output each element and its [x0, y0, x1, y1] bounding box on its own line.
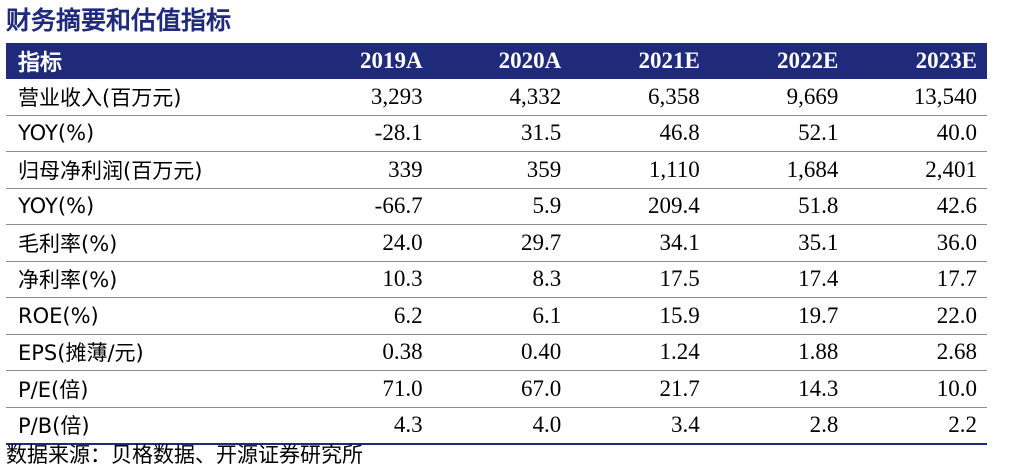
row-label: P/E(倍) [6, 370, 294, 408]
table-row: ROE(%) 6.2 6.1 15.9 19.7 22.0 [6, 297, 987, 335]
table-cell: 1,110 [571, 151, 710, 189]
column-header: 2021E [571, 43, 710, 79]
table-cell: 22.0 [848, 297, 987, 335]
column-header: 2023E [848, 43, 987, 79]
table-cell: 4.3 [294, 407, 433, 445]
table-cell: 19.7 [709, 297, 849, 335]
table-cell: 8.3 [432, 261, 572, 298]
table-cell: 3.4 [571, 407, 710, 445]
table-header-row: 指标 2019A 2020A 2021E 2022E 2023E [6, 43, 987, 79]
table-cell: 4.0 [432, 407, 572, 445]
table-cell: 2.68 [848, 334, 987, 371]
table-cell: 40.0 [848, 115, 987, 152]
table-row: P/E(倍) 71.0 67.0 21.7 14.3 10.0 [6, 370, 987, 408]
row-label: 营业收入(百万元) [6, 79, 294, 116]
column-header: 指标 [6, 43, 294, 79]
row-label: 归母净利润(百万元) [6, 151, 294, 189]
table-cell: 9,669 [709, 79, 849, 116]
row-label: ROE(%) [6, 297, 294, 335]
page-title: 财务摘要和估值指标 [6, 6, 232, 35]
table-cell: 0.40 [432, 334, 572, 371]
table-cell: 35.1 [709, 224, 849, 262]
table-row: EPS(摊薄/元) 0.38 0.40 1.24 1.88 2.68 [6, 334, 987, 371]
data-source-note: 数据来源：贝格数据、开源证券研究所 [6, 443, 363, 467]
table-cell: 6,358 [571, 79, 710, 116]
table-cell: 10.3 [294, 261, 433, 298]
table-row: 净利率(%) 10.3 8.3 17.5 17.4 17.7 [6, 261, 987, 298]
table-row: P/B(倍) 4.3 4.0 3.4 2.8 2.2 [6, 407, 987, 445]
table-cell: 17.5 [571, 261, 710, 298]
table-cell: 46.8 [571, 115, 710, 152]
table-cell: 1,684 [709, 151, 849, 189]
table-cell: 1.24 [571, 334, 710, 371]
table-cell: 4,332 [432, 79, 572, 116]
table-cell: 2.8 [709, 407, 849, 445]
row-label: EPS(摊薄/元) [6, 334, 294, 371]
table-cell: 67.0 [432, 370, 572, 408]
table-cell: 3,293 [294, 79, 433, 116]
table-cell: 5.9 [432, 188, 572, 225]
table-row: 毛利率(%) 24.0 29.7 34.1 35.1 36.0 [6, 224, 987, 262]
table-cell: 2,401 [848, 151, 987, 189]
table-cell: -28.1 [294, 115, 433, 152]
column-header: 2019A [294, 43, 433, 79]
row-label: YOY(%) [6, 188, 294, 225]
table-cell: 29.7 [432, 224, 572, 262]
table-cell: -66.7 [294, 188, 433, 225]
table-cell: 209.4 [571, 188, 710, 225]
table-cell: 51.8 [709, 188, 849, 225]
table-cell: 13,540 [848, 79, 987, 116]
table-cell: 6.1 [432, 297, 572, 335]
table-row: YOY(%) -28.1 31.5 46.8 52.1 40.0 [6, 115, 987, 152]
row-label: 毛利率(%) [6, 224, 294, 262]
table-cell: 2.2 [848, 407, 987, 445]
row-label: YOY(%) [6, 115, 294, 152]
table-cell: 36.0 [848, 224, 987, 262]
row-label: 净利率(%) [6, 261, 294, 298]
table-cell: 14.3 [709, 370, 849, 408]
table-row: YOY(%) -66.7 5.9 209.4 51.8 42.6 [6, 188, 987, 225]
table-cell: 24.0 [294, 224, 433, 262]
table-cell: 52.1 [709, 115, 849, 152]
row-label: P/B(倍) [6, 407, 294, 445]
table-cell: 339 [294, 151, 433, 189]
table-row: 营业收入(百万元) 3,293 4,332 6,358 9,669 13,540 [6, 79, 987, 116]
table-cell: 21.7 [571, 370, 710, 408]
table-row: 归母净利润(百万元) 339 359 1,110 1,684 2,401 [6, 151, 987, 189]
column-header: 2022E [709, 43, 849, 79]
table-cell: 6.2 [294, 297, 433, 335]
table-cell: 15.9 [571, 297, 710, 335]
table-cell: 359 [432, 151, 572, 189]
financial-summary-table: 指标 2019A 2020A 2021E 2022E 2023E 营业收入(百万… [6, 43, 987, 445]
column-header: 2020A [432, 43, 572, 79]
table-cell: 71.0 [294, 370, 433, 408]
table-cell: 42.6 [848, 188, 987, 225]
table-cell: 10.0 [848, 370, 987, 408]
table-cell: 0.38 [294, 334, 433, 371]
table-cell: 17.7 [848, 261, 987, 298]
table-cell: 1.88 [709, 334, 849, 371]
table-cell: 31.5 [432, 115, 572, 152]
table-cell: 17.4 [709, 261, 849, 298]
table-cell: 34.1 [571, 224, 710, 262]
